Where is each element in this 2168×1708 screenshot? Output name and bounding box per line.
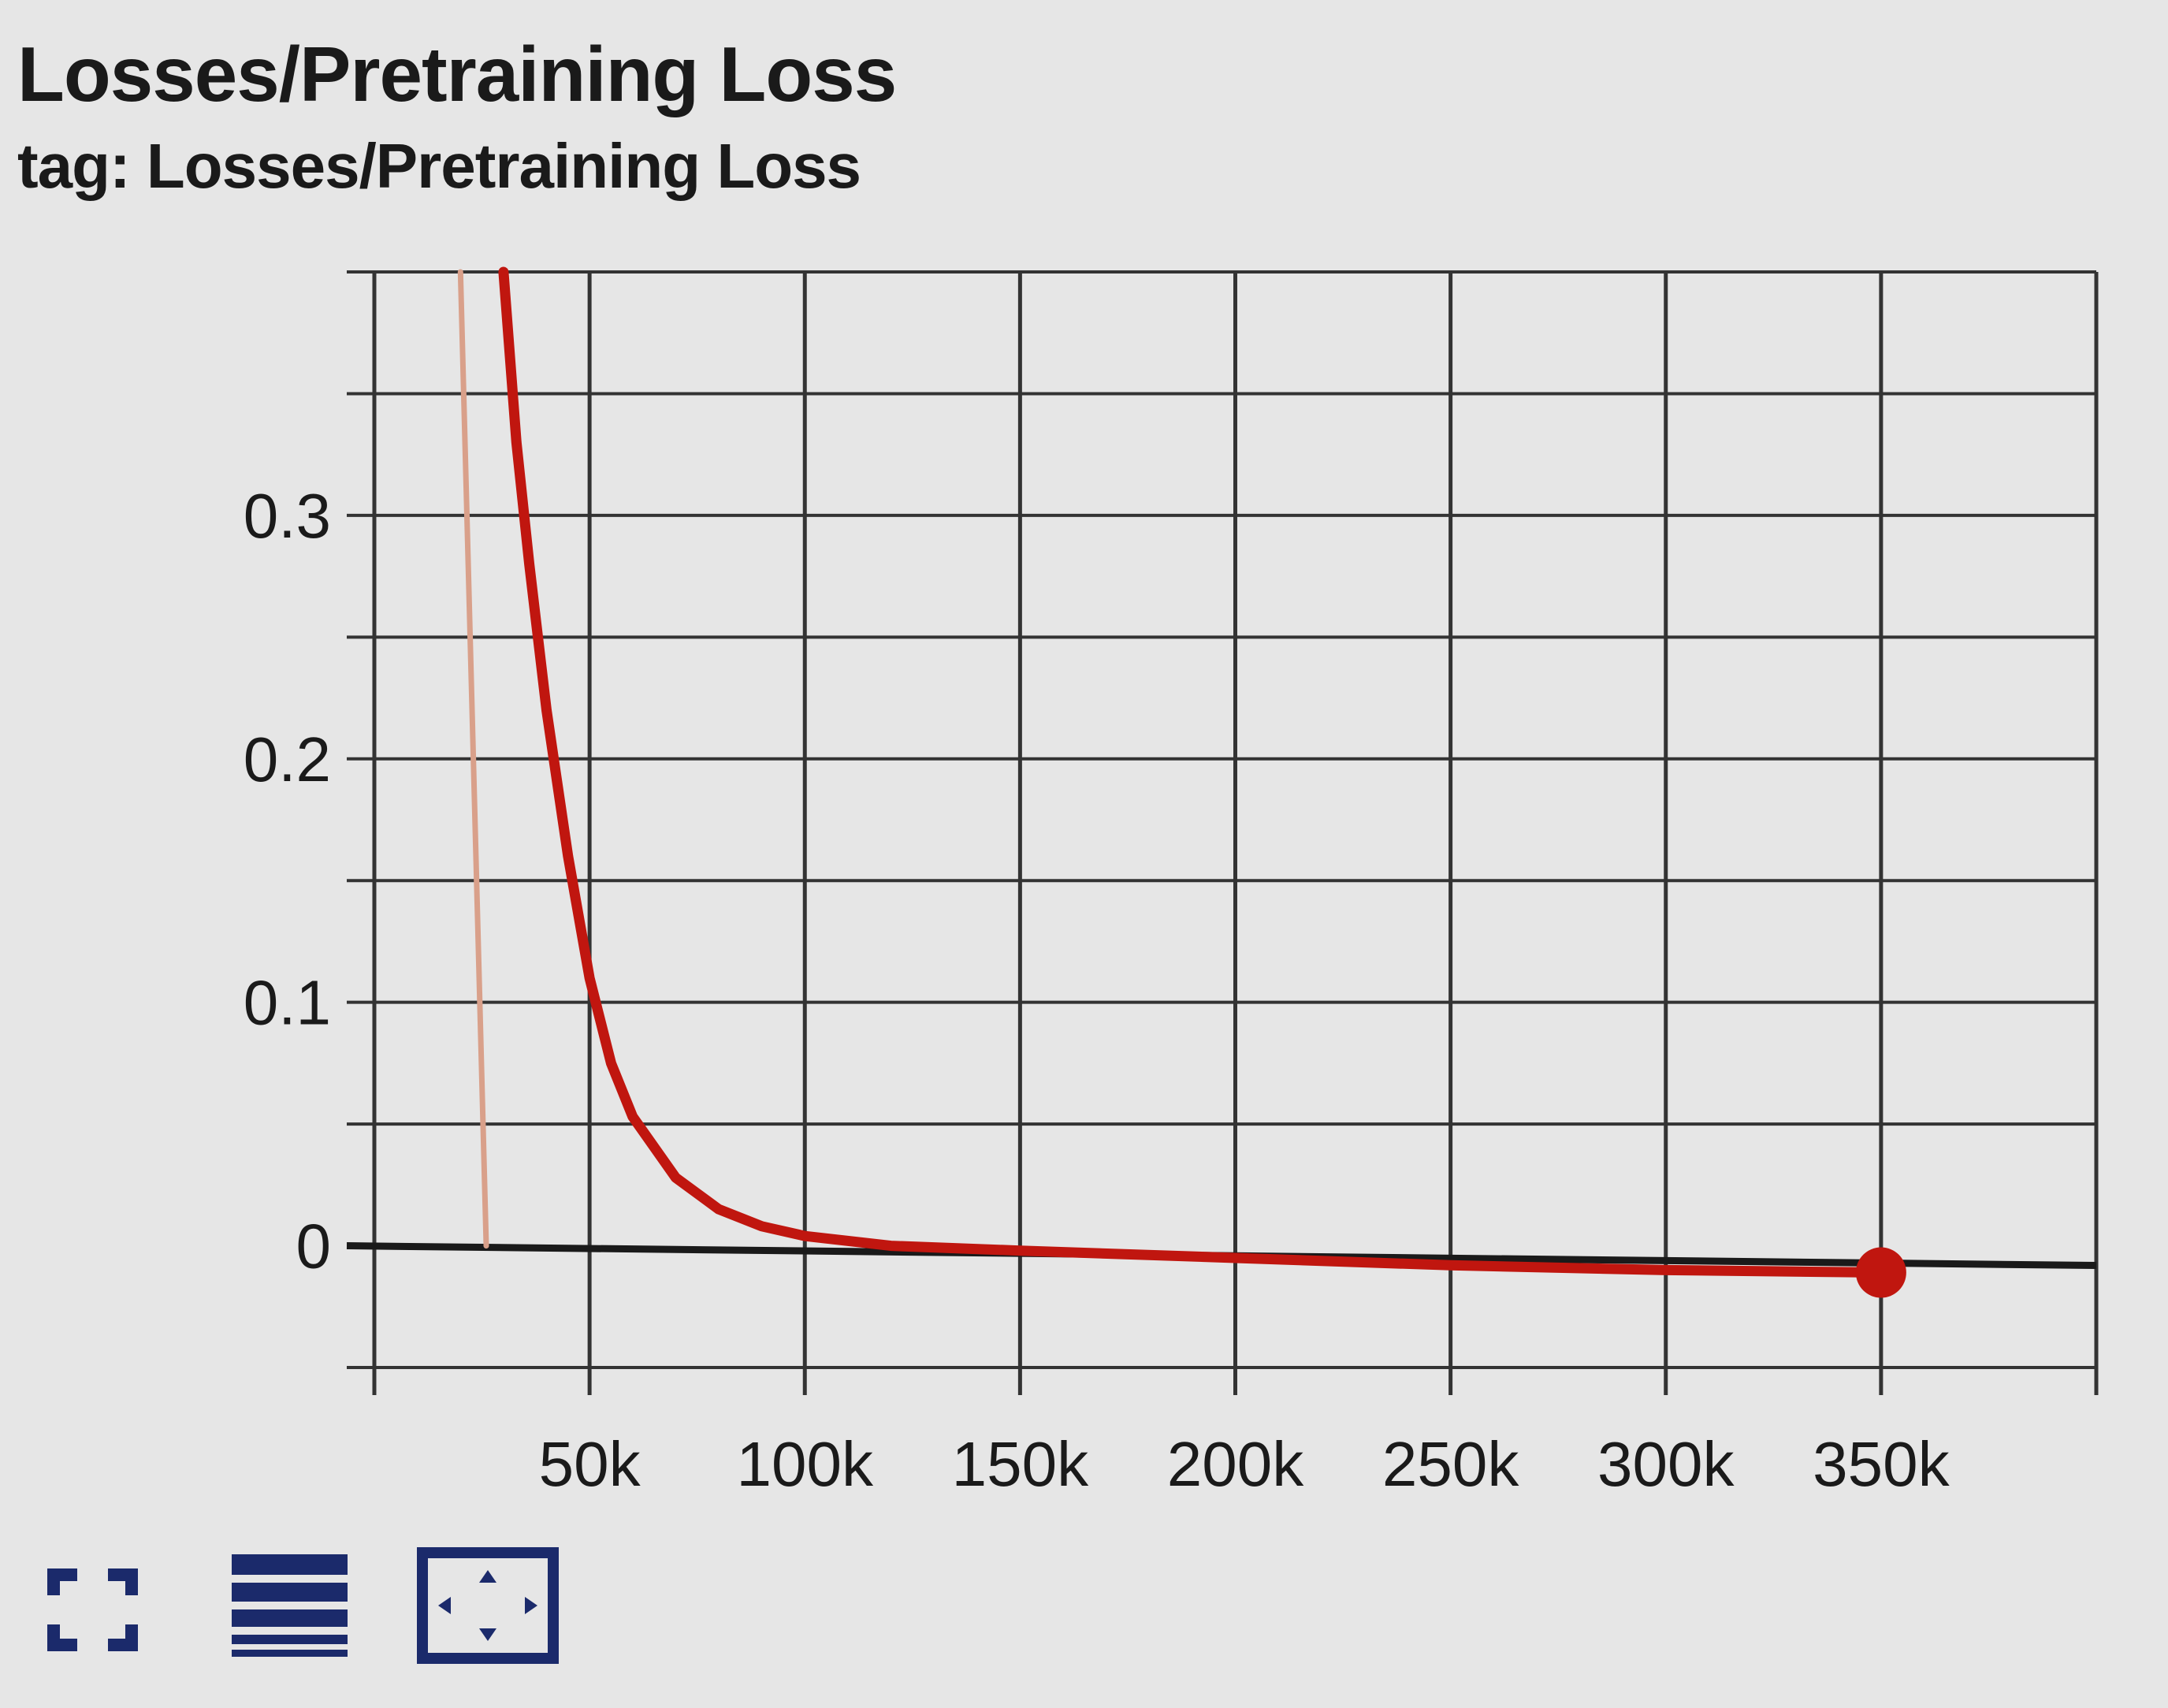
x-tick-label: 300k: [1597, 1429, 1735, 1499]
fit-domain-button[interactable]: [416, 1546, 560, 1665]
x-tick-label: 200k: [1167, 1429, 1304, 1499]
fullscreen-button[interactable]: [43, 1565, 142, 1655]
x-tick-label: 350k: [1813, 1429, 1950, 1499]
data-table-icon: [232, 1554, 348, 1657]
fullscreen-icon: [47, 1568, 138, 1651]
show-data-button[interactable]: [229, 1551, 351, 1660]
grid: [347, 270, 2099, 1395]
x-tick-label: 50k: [539, 1429, 641, 1499]
x-tick-label: 150k: [952, 1429, 1089, 1499]
loss-chart[interactable]: 0 0.1 0.2 0.3 50k 100k 150k 200k 250k 300k 350k: [0, 0, 2168, 1537]
fit-domain-icon: [417, 1547, 559, 1664]
y-tick-label: 0.1: [244, 968, 331, 1038]
tick-labels: 0 0.1 0.2 0.3 50k 100k 150k 200k 250k 300k 350k: [244, 481, 1950, 1499]
smoothed-series-line: [498, 266, 1887, 1278]
y-tick-label: 0.3: [244, 481, 331, 551]
series-lines: [457, 266, 1906, 1298]
chart-title: Losses/Pretraining Loss: [17, 31, 897, 117]
x-tick-label: 100k: [737, 1429, 874, 1499]
x-tick-label: 250k: [1382, 1429, 1519, 1499]
raw-series-line: [457, 269, 489, 1249]
y-tick-label: 0: [296, 1211, 332, 1282]
current-step-marker: [1855, 1247, 1906, 1298]
y-tick-label: 0.2: [244, 724, 331, 794]
chart-tag: tag: Losses/Pretraining Loss: [17, 131, 861, 201]
